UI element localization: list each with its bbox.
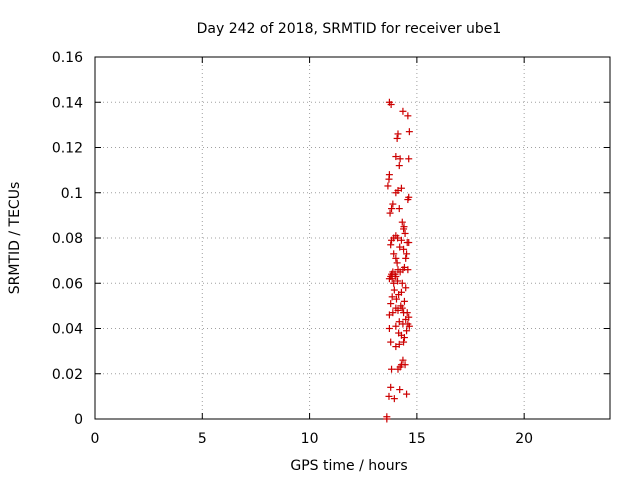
data-point [395, 318, 403, 326]
data-point [405, 322, 413, 330]
data-point [392, 189, 400, 197]
data-point [394, 130, 402, 138]
y-tick-label: 0.04 [52, 322, 83, 338]
data-point [400, 334, 408, 342]
data-point [392, 295, 400, 303]
data-point [396, 243, 404, 251]
data-point [392, 254, 400, 262]
data-point [403, 327, 411, 335]
data-point [405, 155, 413, 163]
data-point [395, 162, 403, 170]
x-tick-label: 5 [198, 431, 207, 447]
data-point [393, 259, 401, 267]
data-point [390, 250, 398, 258]
data-point [387, 338, 395, 346]
y-tick-label: 0.16 [52, 50, 83, 66]
data-point [388, 293, 396, 301]
data-point [402, 315, 410, 323]
y-tick-label: 0.12 [52, 141, 83, 157]
data-point [387, 241, 395, 249]
grid-lines [95, 57, 610, 419]
data-point [395, 291, 403, 299]
data-point [399, 356, 407, 364]
data-point [405, 239, 413, 247]
data-point [397, 236, 405, 244]
data-point [392, 153, 400, 161]
data-point [398, 218, 406, 226]
data-point [390, 279, 398, 287]
data-point [388, 275, 396, 283]
data-point [402, 284, 410, 292]
data-point [401, 229, 409, 237]
data-point [387, 383, 395, 391]
y-axis-label: SRMTID / TECUs [7, 182, 23, 295]
data-point [399, 320, 407, 328]
data-point [394, 277, 402, 285]
y-tick-label: 0.02 [52, 367, 83, 383]
data-point [390, 286, 398, 294]
data-point [396, 155, 404, 163]
data-point [384, 182, 392, 190]
x-tick-label: 20 [515, 431, 533, 447]
data-point [389, 200, 397, 208]
data-point [400, 297, 408, 305]
data-point [385, 325, 393, 332]
data-point [394, 365, 402, 373]
data-point [399, 107, 407, 115]
data-point [388, 205, 396, 213]
plot-frame [94, 56, 611, 420]
data-point [401, 361, 409, 369]
data-point [405, 128, 413, 136]
y-tick-label: 0.06 [52, 276, 83, 292]
data-point [386, 209, 394, 217]
data-point [388, 236, 396, 244]
data-point [396, 386, 404, 394]
x-axis-label: GPS time / hours [290, 458, 407, 474]
y-tick-label: 0.14 [52, 95, 83, 111]
data-point [403, 390, 411, 398]
y-tick-label: 0.1 [61, 186, 83, 202]
data-point [390, 395, 398, 403]
x-tick-label: 15 [408, 431, 426, 447]
y-tick-label: 0 [74, 412, 83, 428]
data-point [387, 101, 395, 109]
data-point [387, 300, 395, 308]
data-point [403, 250, 411, 258]
data-point [394, 306, 402, 314]
data-point [398, 304, 406, 312]
data-point [392, 272, 400, 280]
data-point [393, 134, 401, 142]
data-point [403, 309, 411, 317]
data-point [398, 279, 406, 287]
axes: 0 5 10 15 20 0 0.02 0.04 0.06 0.08 0.1 0.12 0.14 0.16 [52, 50, 611, 447]
data-point [392, 322, 400, 330]
data-point [392, 343, 400, 351]
data-point [404, 112, 412, 120]
data-point [388, 365, 396, 373]
data-point [383, 415, 391, 423]
data-point [385, 175, 393, 183]
x-tick-label: 10 [301, 431, 319, 447]
data-point [400, 225, 408, 233]
data-point [395, 205, 403, 213]
data-point [400, 338, 408, 346]
data-point [402, 254, 410, 262]
data-point [396, 268, 404, 276]
data-point [385, 392, 393, 400]
data-point [385, 311, 393, 319]
data-point [400, 245, 408, 253]
y-tick-label: 0.08 [52, 231, 83, 247]
data-point [404, 196, 412, 204]
chart-title: Day 242 of 2018, SRMTID for receiver ube… [197, 21, 502, 37]
x-tick-label: 0 [91, 431, 100, 447]
data-points [383, 98, 413, 423]
